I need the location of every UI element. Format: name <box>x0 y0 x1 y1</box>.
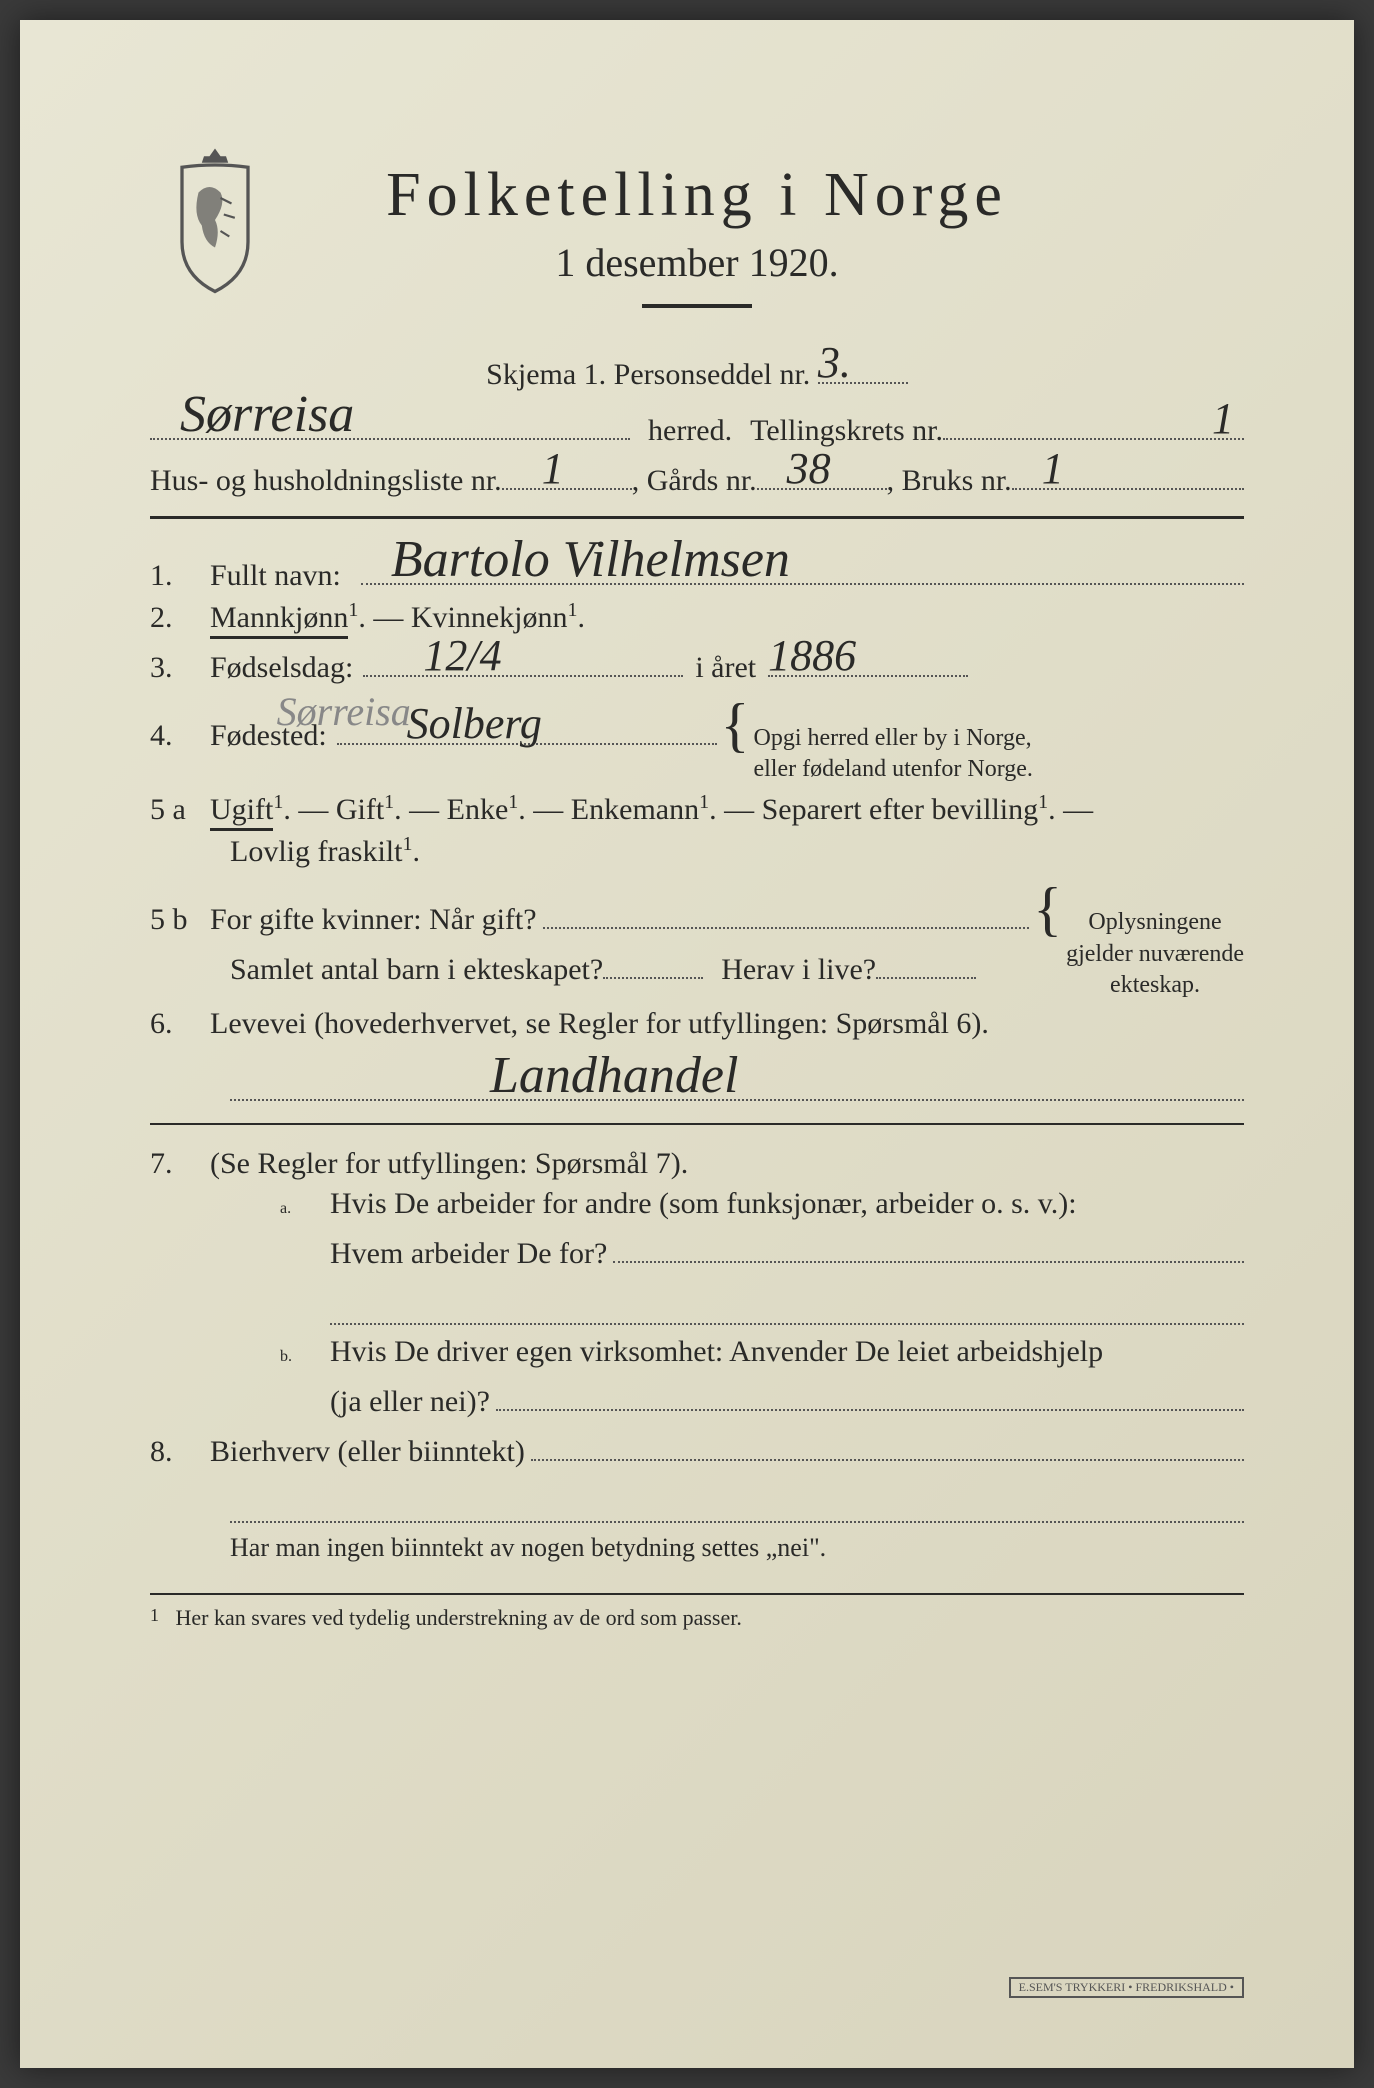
q7b-num: b. <box>280 1348 330 1366</box>
herred-label: herred. <box>648 414 732 448</box>
q4-pencil: Sørreisa <box>277 688 411 735</box>
q3-day: 12/4 <box>423 630 501 681</box>
q8-num: 8. <box>150 1435 210 1469</box>
q7-label: (Se Regler for utfyllingen: Spørsmål 7). <box>210 1147 688 1181</box>
q7-num: 7. <box>150 1147 210 1181</box>
herred-row: Sørreisa herred. Tellingskrets nr. 1 <box>150 404 1244 448</box>
q7b-row: b. Hvis De driver egen virksomhet: Anven… <box>280 1335 1244 1369</box>
q5a-row2: Lovlig fraskilt1. <box>230 833 1244 869</box>
personseddel-nr: 3. <box>818 337 851 388</box>
q6-blank: Landhandel <box>230 1051 1244 1101</box>
q2-mann: Mannkjønn <box>210 601 348 639</box>
q7-row: 7. (Se Regler for utfyllingen: Spørsmål … <box>150 1147 1244 1181</box>
footnote-text: Her kan svares ved tydelig understreknin… <box>176 1605 742 1630</box>
title-underline <box>642 304 752 308</box>
hus-nr: 1 <box>542 443 564 494</box>
census-form-page: Folketelling i Norge 1 desember 1920. Sk… <box>20 20 1354 2068</box>
skjema-label: Skjema 1. Personseddel nr. <box>486 358 810 391</box>
q5a-separert: Separert efter bevilling <box>762 793 1039 826</box>
q4-note: Opgi herred eller by i Norge, eller føde… <box>753 723 1032 785</box>
q7a-text2: Hvem arbeider De for? <box>330 1237 607 1271</box>
q5b-label3: Herav i live? <box>721 953 876 987</box>
q3-year: 1886 <box>768 630 856 681</box>
q5b-num: 5 b <box>150 903 210 937</box>
q4-value: Solberg <box>407 698 542 749</box>
q6-value: Landhandel <box>490 1046 738 1105</box>
q5a-enkemann: Enkemann <box>571 793 699 826</box>
divider <box>150 516 1244 519</box>
q5b-label1: For gifte kvinner: Når gift? <box>210 903 537 937</box>
q5b-label2: Samlet antal barn i ekteskapet? <box>230 953 603 987</box>
q4-row: 4. Fødested: Sørreisa Solberg { Opgi her… <box>150 691 1244 785</box>
q8-row: 8. Bierhverv (eller biinntekt) <box>150 1425 1244 1469</box>
q8-blank <box>230 1479 1244 1523</box>
q2-row: 2. Mannkjønn1. — Kvinnekjønn1. <box>150 599 1244 635</box>
q5b-row: 5 b For gifte kvinner: Når gift? Samlet … <box>150 875 1244 1001</box>
divider <box>150 1123 1244 1125</box>
gards-nr: 38 <box>787 443 831 494</box>
bruks-nr: 1 <box>1042 443 1064 494</box>
q8-note-row: Har man ingen biinntekt av nogen betydni… <box>230 1533 1244 1563</box>
q7a-row: a. Hvis De arbeider for andre (som funks… <box>280 1187 1244 1221</box>
gards-label: , Gårds nr. <box>632 464 757 498</box>
tellingskrets-label: Tellingskrets nr. <box>750 414 943 448</box>
header: Folketelling i Norge 1 desember 1920. <box>150 160 1244 308</box>
coat-of-arms-icon <box>160 140 270 300</box>
q4-num: 4. <box>150 719 210 753</box>
q5a-ugift: Ugift <box>210 793 273 831</box>
q5a-fraskilt: Lovlig fraskilt <box>230 835 402 868</box>
q7a-row2: Hvem arbeider De for? <box>330 1227 1244 1271</box>
q7a-blank <box>330 1281 1244 1325</box>
printer-mark: E.SEM'S TRYKKERI • FREDRIKSHALD • <box>1009 1977 1244 1998</box>
q5a-num: 5 a <box>150 793 210 827</box>
herred-value: Sørreisa <box>180 385 354 444</box>
bruks-label: , Bruks nr. <box>887 464 1012 498</box>
tellingskrets-nr: 1 <box>1212 393 1234 444</box>
q3-label: Fødselsdag: <box>210 651 353 685</box>
q1-value: Bartolo Vilhelmsen <box>391 530 790 589</box>
subtitle-date: 1 desember 1920. <box>150 239 1244 286</box>
q3-row: 3. Fødselsdag: 12/4 i året 1886 <box>150 641 1244 685</box>
q7a-num: a. <box>280 1200 330 1218</box>
footnote-marker: 1 <box>150 1605 159 1625</box>
q1-label: Fullt navn: <box>210 559 341 593</box>
q8-note: Har man ingen biinntekt av nogen betydni… <box>230 1533 826 1563</box>
q6-num: 6. <box>150 1007 210 1041</box>
q6-label: Levevei (hovederhvervet, se Regler for u… <box>210 1007 989 1041</box>
q1-row: 1. Fullt navn: Bartolo Vilhelmsen <box>150 549 1244 593</box>
hus-row: Hus- og husholdningsliste nr. 1 , Gårds … <box>150 454 1244 498</box>
q7a-text1: Hvis De arbeider for andre (som funksjon… <box>330 1187 1077 1221</box>
q5b-note: Oplysningene gjelder nuværende ekteskap. <box>1066 907 1244 1001</box>
q7b-row2: (ja eller nei)? <box>330 1375 1244 1419</box>
q3-num: 3. <box>150 651 210 685</box>
q7b-text1: Hvis De driver egen virksomhet: Anvender… <box>330 1335 1103 1369</box>
main-title: Folketelling i Norge <box>150 160 1244 231</box>
q6-row: 6. Levevei (hovederhvervet, se Regler fo… <box>150 1007 1244 1041</box>
hus-label: Hus- og husholdningsliste nr. <box>150 464 502 498</box>
brace-icon: { <box>1033 875 1062 944</box>
brace-icon: { <box>721 691 750 760</box>
q1-num: 1. <box>150 559 210 593</box>
q5a-enke: Enke <box>447 793 509 826</box>
q7b-text2: (ja eller nei)? <box>330 1385 490 1419</box>
q5a-row: 5 a Ugift1. — Gift1. — Enke1. — Enkemann… <box>150 791 1244 827</box>
q5a-gift: Gift <box>336 793 384 826</box>
footnote: 1 Her kan svares ved tydelig understrekn… <box>150 1593 1244 1631</box>
q2-num: 2. <box>150 601 210 635</box>
q8-label: Bierhverv (eller biinntekt) <box>210 1435 525 1469</box>
q3-mid: i året <box>695 651 756 685</box>
